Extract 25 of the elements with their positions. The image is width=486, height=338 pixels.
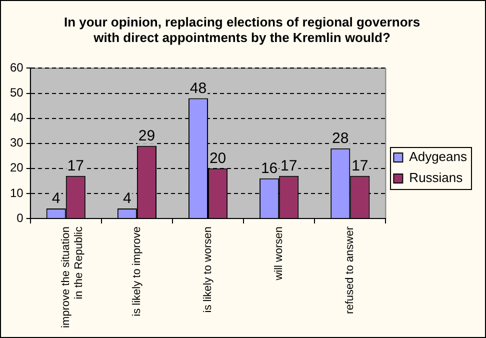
data-label: 4: [52, 190, 60, 208]
y-tick-label: 0: [16, 210, 24, 225]
y-tick-label: 10: [10, 186, 24, 200]
data-label: 20: [209, 150, 226, 168]
data-label: 17: [280, 158, 298, 175]
x-tick-label: will worsen: [273, 226, 286, 282]
data-label: 17: [352, 158, 368, 175]
x-tick-label: improve the situation in the Republic: [60, 226, 86, 328]
x-tick-label: is likely to worsen: [202, 226, 214, 313]
x-tick-label: is likely to improve: [130, 226, 143, 316]
data-label: 17: [67, 158, 84, 175]
chart-title: In your opinion, replacing elections of regional governors with direct appointments by the Kremlin would?: [64, 14, 420, 45]
data-label: 4: [123, 190, 132, 208]
legend-label: Adygeans: [409, 149, 468, 164]
data-label: 48: [190, 80, 207, 97]
y-tick-label: 60: [10, 60, 24, 75]
legend-label: Russians: [409, 170, 464, 186]
x-tick-label: refused to answer: [344, 226, 356, 314]
y-tick-label: 30: [10, 136, 24, 150]
data-label: 29: [138, 127, 156, 144]
y-tick-label: 40: [10, 110, 24, 125]
data-label: 28: [332, 130, 349, 147]
data-label: 16: [260, 160, 278, 178]
y-tick-label: 20: [10, 160, 24, 175]
y-tick-label: 50: [10, 86, 24, 100]
